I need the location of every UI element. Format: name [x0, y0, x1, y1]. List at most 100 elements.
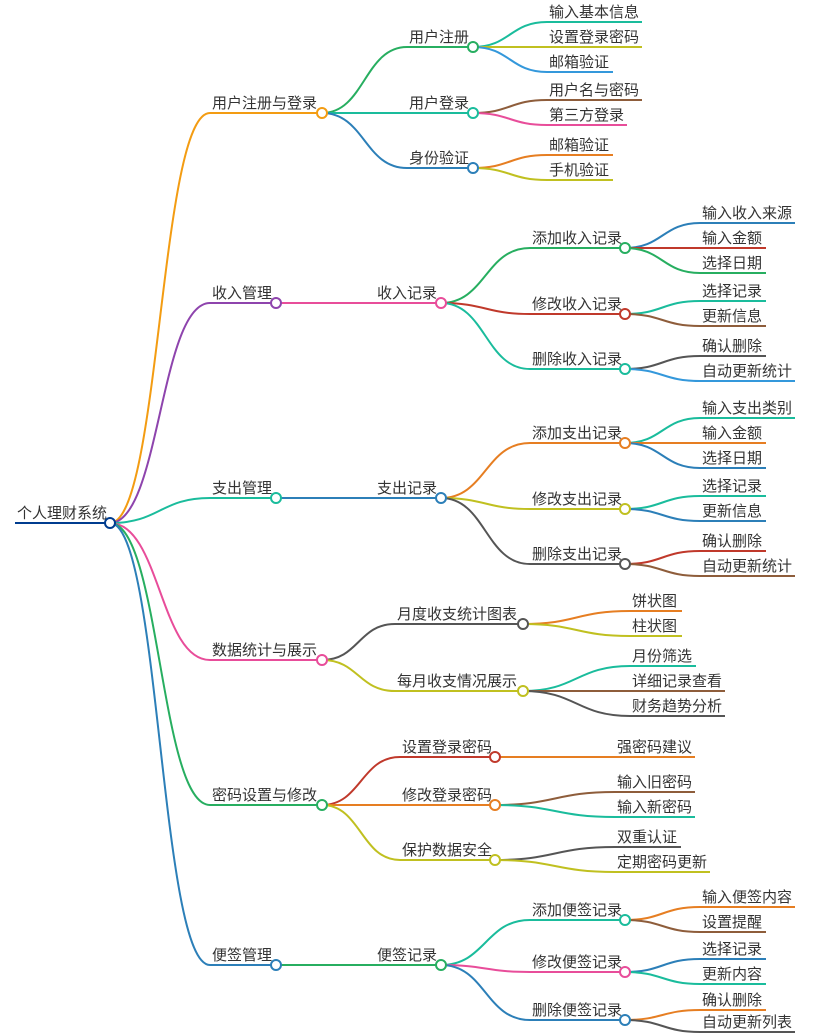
label-n6a3: 删除便签记录 [532, 1002, 622, 1019]
node-circle-n3a1 [620, 438, 630, 448]
edge-n5c [322, 805, 400, 860]
node-circle-n6a1 [620, 915, 630, 925]
edge-n5b2 [495, 805, 615, 817]
label-n1c1: 邮箱验证 [549, 137, 609, 154]
edge-n6a2a [625, 959, 700, 972]
label-n5a1: 强密码建议 [617, 739, 692, 756]
node-circle-n2a1 [620, 243, 630, 253]
label-n3a1a: 输入支出类别 [702, 400, 792, 417]
label-n4b3: 财务趋势分析 [632, 698, 722, 715]
edge-n5c1 [495, 847, 615, 860]
edge-n6a1a [625, 907, 700, 920]
label-n6a2b: 更新内容 [702, 966, 762, 983]
node-circle-n2 [271, 298, 281, 308]
label-n1: 用户注册与登录 [212, 95, 317, 112]
label-n2a3: 删除收入记录 [532, 351, 622, 368]
node-circle-n5 [317, 800, 327, 810]
edge-n1c1 [473, 155, 547, 168]
label-n3a3a: 确认删除 [702, 533, 762, 550]
node-circle-n6a3 [620, 1015, 630, 1025]
edge-n6a1 [441, 920, 530, 965]
edge-n6a3 [441, 965, 530, 1020]
label-n1a: 用户注册 [409, 29, 469, 46]
edge-n3a1 [441, 443, 530, 498]
edge-n1b2 [473, 113, 547, 125]
label-n3a2b: 更新信息 [702, 503, 762, 520]
label-n1b: 用户登录 [409, 95, 469, 112]
label-n2a1c: 选择日期 [702, 255, 762, 272]
label-n6a: 便签记录 [377, 947, 437, 964]
node-circle-n5b [490, 800, 500, 810]
edge-n3a3b [625, 564, 700, 576]
label-n1a3: 邮箱验证 [549, 54, 609, 71]
label-n1b2: 第三方登录 [549, 106, 624, 124]
edge-n5b1 [495, 792, 615, 805]
edge-n6a1b [625, 920, 700, 932]
node-circle-n3a2 [620, 504, 630, 514]
node-circle-root [105, 518, 115, 528]
label-n3a1: 添加支出记录 [532, 425, 622, 442]
node-circle-n1b [468, 108, 478, 118]
edge-n2a1 [441, 248, 530, 303]
edge-n2a3b [625, 369, 700, 381]
label-n3a3b: 自动更新统计 [702, 558, 792, 575]
label-n4a2: 柱状图 [632, 618, 677, 635]
label-n2a1b: 输入金额 [702, 230, 762, 247]
node-circle-n2a2 [620, 309, 630, 319]
label-n3a2: 修改支出记录 [532, 491, 622, 508]
label-n6a3b: 自动更新列表 [702, 1014, 792, 1031]
label-n6a2: 修改便签记录 [532, 954, 622, 971]
label-n1a1: 输入基本信息 [549, 4, 639, 21]
label-root: 个人理财系统 [17, 505, 107, 522]
node-circle-n3a3 [620, 559, 630, 569]
label-n4b2: 详细记录查看 [632, 673, 722, 690]
label-n4a: 月度收支统计图表 [397, 606, 517, 623]
edge-n3a3a [625, 551, 700, 564]
node-circle-n5c [490, 855, 500, 865]
label-n3a1c: 选择日期 [702, 450, 762, 467]
edge-n4 [110, 523, 210, 660]
label-n5a: 设置登录密码 [402, 739, 492, 756]
node-circle-n6a [436, 960, 446, 970]
node-circle-n2a3 [620, 364, 630, 374]
label-n5b2: 输入新密码 [617, 799, 692, 816]
edge-n2a1c [625, 248, 700, 273]
node-circle-n1 [317, 108, 327, 118]
node-circle-n4a [518, 619, 528, 629]
edge-n4b [322, 660, 395, 691]
edge-n3a2b [625, 509, 700, 521]
edge-n4a [322, 624, 395, 660]
label-n5c1: 双重认证 [617, 829, 677, 846]
edge-n1a1 [473, 22, 547, 47]
edge-n2a3a [625, 356, 700, 369]
label-n6a2a: 选择记录 [702, 941, 762, 958]
node-circle-n5a [490, 752, 500, 762]
label-n5c: 保护数据安全 [402, 841, 492, 859]
edge-n6a3a [625, 1010, 700, 1020]
edge-n5a [322, 757, 400, 805]
edge-n6a2b [625, 972, 700, 984]
edge-n1a [322, 47, 407, 113]
label-n2a: 收入记录 [377, 285, 437, 302]
label-n4: 数据统计与展示 [212, 642, 317, 659]
edge-n4b3 [523, 691, 630, 716]
edge-n2a2a [625, 301, 700, 314]
node-circle-n2a [436, 298, 446, 308]
node-circle-n6a2 [620, 967, 630, 977]
edge-n4a2 [523, 624, 630, 636]
label-n3a: 支出记录 [377, 480, 437, 497]
edge-n5c2 [495, 860, 615, 872]
label-n6: 便签管理 [212, 947, 272, 964]
label-n6a1b: 设置提醒 [702, 914, 762, 931]
edge-n2a1a [625, 223, 700, 248]
label-n2a2a: 选择记录 [702, 283, 762, 300]
edge-n1a3 [473, 47, 547, 72]
edge-n4a1 [523, 611, 630, 624]
edge-n1c [322, 113, 407, 168]
node-circle-n6 [271, 960, 281, 970]
label-n2: 收入管理 [212, 285, 272, 302]
label-n3a2a: 选择记录 [702, 478, 762, 495]
label-n1a2: 设置登录密码 [549, 29, 639, 46]
mindmap-diagram: 个人理财系统用户注册与登录用户注册输入基本信息设置登录密码邮箱验证用户登录用户名… [0, 0, 831, 1035]
label-n2a3b: 自动更新统计 [702, 363, 792, 380]
